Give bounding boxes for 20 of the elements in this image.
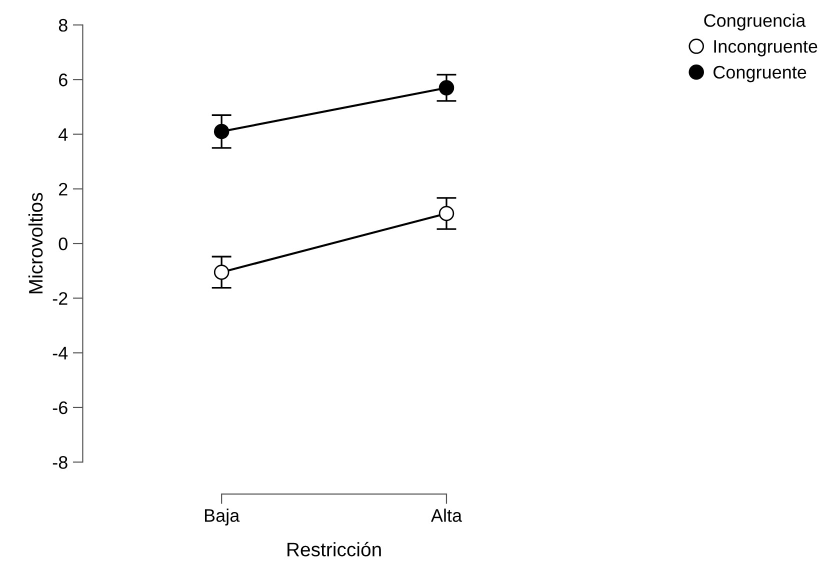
legend-title: Congruencia [704,14,806,30]
y-tick-label: -8 [52,456,68,469]
y-tick-label: -6 [52,401,68,414]
y-tick-label: 4 [58,128,68,141]
y-tick-label: 0 [58,237,68,250]
point [438,206,454,222]
y-tick-label: 6 [59,74,68,86]
point [214,264,230,280]
point [438,80,454,96]
y-axis-title: Microvoltios [28,192,43,294]
x-axis-title: Restricción [288,542,381,556]
x-tick-label: Baja [204,508,240,526]
y-tick-label: -2 [52,292,68,305]
legend-label: Incongruente [714,40,818,56]
y-tick-label: 8 [58,18,68,32]
y-tick-label: 2 [59,182,68,196]
point [214,124,230,140]
legend-label: Congruente [714,66,806,82]
x-tick-label: Alta [430,508,462,522]
y-tick-label: -4 [52,346,68,360]
